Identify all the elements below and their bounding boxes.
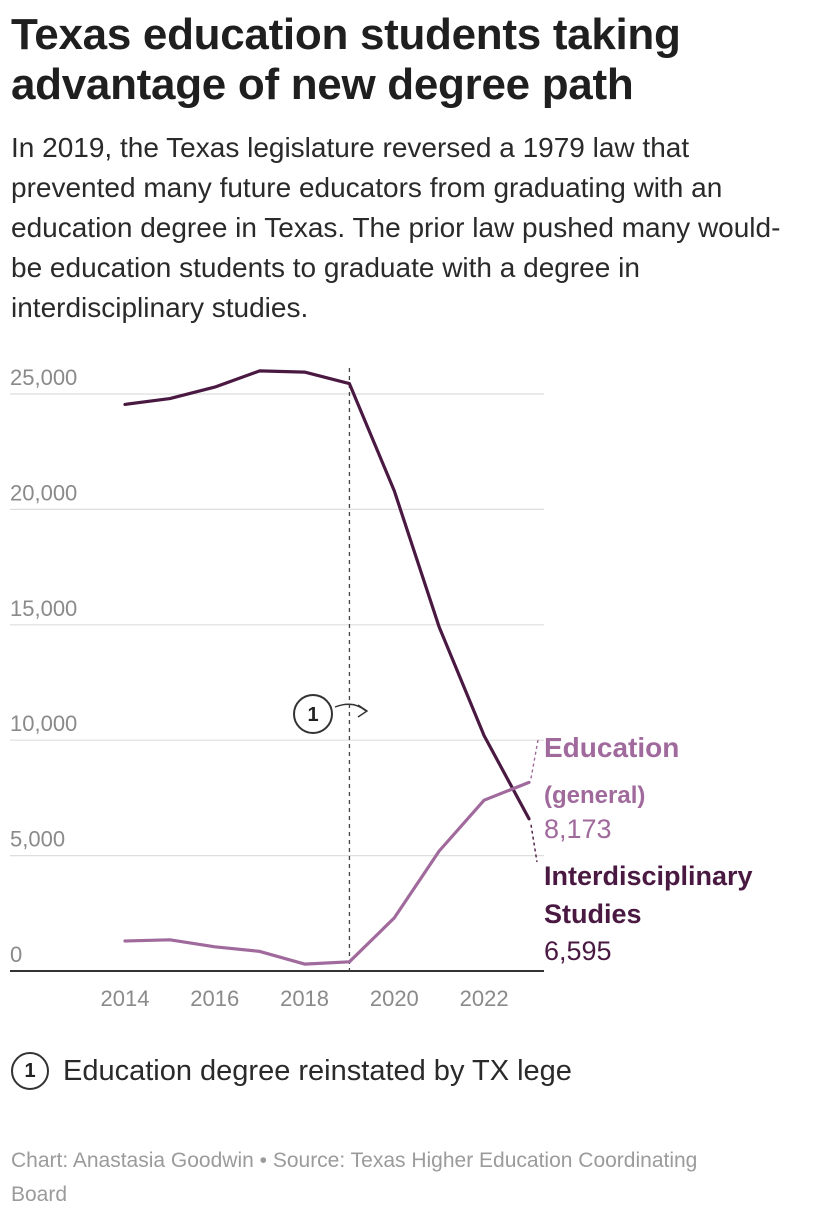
interdisciplinary-label-line1: Interdisciplinary: [544, 861, 753, 891]
interdisciplinary-label-leader: [530, 824, 538, 863]
chart-footer: Chart: Anastasia Goodwin • Source: Texas…: [11, 1149, 698, 1206]
series-line-1: [123, 780, 531, 966]
y-tick-label: 10,000: [10, 711, 77, 736]
y-tick-label: 0: [10, 942, 22, 967]
series-line-0: [123, 369, 531, 821]
annotation-marker-label: 1: [307, 704, 318, 726]
x-tick-label: 2014: [101, 986, 150, 1011]
chart-subtitle: In 2019, the Texas legislature reversed …: [11, 132, 781, 323]
annotation-marker-circle: [293, 694, 333, 734]
y-tick-label: 25,000: [10, 365, 77, 390]
x-tick-label: 2022: [460, 986, 509, 1011]
education-label-leader: [530, 739, 539, 779]
annotation-marker-badge: 1: [11, 1052, 49, 1090]
x-tick-label: 2016: [190, 986, 239, 1011]
y-tick-label: 5,000: [10, 827, 65, 852]
education-value-label: 8,173: [544, 814, 612, 844]
interdisciplinary-label-line2: Studies: [544, 899, 642, 929]
annotation-note: 1 Education degree reinstated by TX lege: [11, 1052, 572, 1090]
x-tick-label: 2020: [370, 986, 419, 1011]
education-label-line2: (general): [544, 782, 645, 809]
y-tick-label: 15,000: [10, 596, 77, 621]
y-tick-label: 20,000: [10, 480, 77, 505]
annotation-note-text: Education degree reinstated by TX lege: [63, 1054, 572, 1087]
education-label-line1: Education: [544, 732, 679, 763]
chart-title: Texas education students taking advantag…: [11, 10, 681, 109]
interdisciplinary-value-label: 6,595: [544, 936, 612, 966]
line-chart: 25,000 20,000 15,000 10,000 5,000 0 2014 2016 20…: [10, 365, 753, 1011]
x-tick-label: 2018: [280, 986, 329, 1011]
annotation-arrowhead: [357, 704, 369, 718]
